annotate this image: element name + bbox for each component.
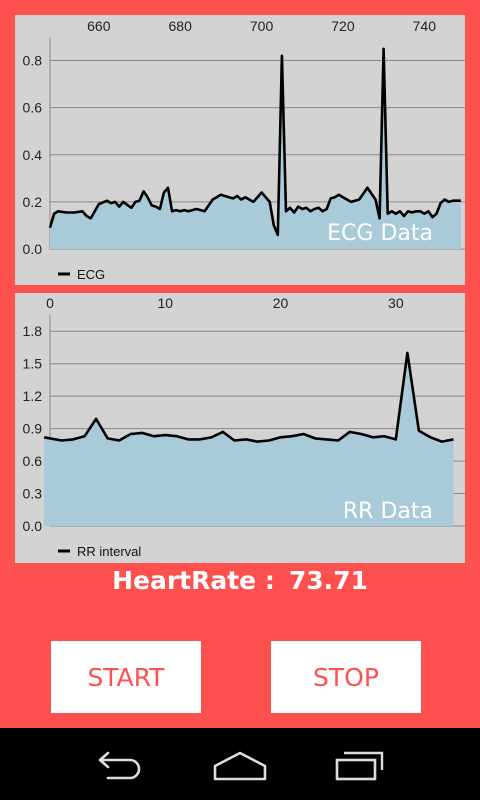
ecg-x-tick-label: 680 xyxy=(169,18,193,34)
ecg-x-tick-label: 660 xyxy=(87,18,111,34)
navigation-bar xyxy=(0,728,480,800)
ecg-y-tick-label: 0.2 xyxy=(23,194,43,210)
rr-y-tick-label: 1.2 xyxy=(23,388,43,404)
ecg-area-fill xyxy=(50,48,461,249)
heart-rate-value: 73.71 xyxy=(288,566,368,595)
ecg-y-tick-label: 0.4 xyxy=(23,147,43,163)
rr-y-tick-label: 0.0 xyxy=(23,518,43,534)
ecg-x-tick-label: 700 xyxy=(250,18,274,34)
rr-y-tick-label: 0.9 xyxy=(23,421,43,437)
rr-chart-plot: 0.0 0.3 0.6 0.9 1.2 1.5 1.80 10 20 30 RR Data RR … xyxy=(23,295,465,559)
rr-area-fill xyxy=(44,352,454,526)
rr-legend-label: RR interval xyxy=(77,544,141,559)
ecg-series-line xyxy=(48,47,461,237)
rr-y-tick-label: 0.3 xyxy=(23,486,43,502)
heart-rate-label: HeartRate : xyxy=(112,566,275,595)
rr-y-tick-label: 1.8 xyxy=(23,323,43,339)
rr-x-tick-label: 10 xyxy=(157,295,173,311)
ecg-chart: 0.0 0.2 0.4 0.6 0.8 660 680 700 720 740 ECG Data … xyxy=(15,15,465,285)
ecg-x-tick-label: 740 xyxy=(413,18,437,34)
back-icon[interactable] xyxy=(90,746,150,782)
rr-chart: 0.0 0.3 0.6 0.9 1.2 1.5 1.8 0 10 20 30 RR Data RR … xyxy=(15,293,465,563)
rr-x-tick-label: 20 xyxy=(273,295,289,311)
recents-icon[interactable] xyxy=(330,746,390,782)
ecg-y-tick-label: 0.0 xyxy=(23,241,43,257)
stop-button[interactable]: STOP xyxy=(271,641,421,713)
ecg-legend-label: ECG xyxy=(77,267,105,282)
heart-rate-readout: HeartRate : 73.71 xyxy=(0,566,480,595)
rr-x-tick-label: 0 xyxy=(46,295,54,311)
rr-series-line xyxy=(43,351,454,443)
home-icon[interactable] xyxy=(210,746,270,782)
ecg-y-tick-label: 0.6 xyxy=(23,100,43,116)
start-button[interactable]: START xyxy=(51,641,201,713)
ecg-x-tick-label: 720 xyxy=(331,18,355,34)
rr-x-tick-label: 30 xyxy=(388,295,404,311)
rr-y-tick-label: 0.6 xyxy=(23,453,43,469)
rr-overlay-label: RR Data xyxy=(343,499,433,524)
rr-y-tick-label: 1.5 xyxy=(23,356,43,372)
ecg-y-tick-label: 0.8 xyxy=(23,53,43,69)
ecg-overlay-label: ECG Data xyxy=(327,221,433,246)
